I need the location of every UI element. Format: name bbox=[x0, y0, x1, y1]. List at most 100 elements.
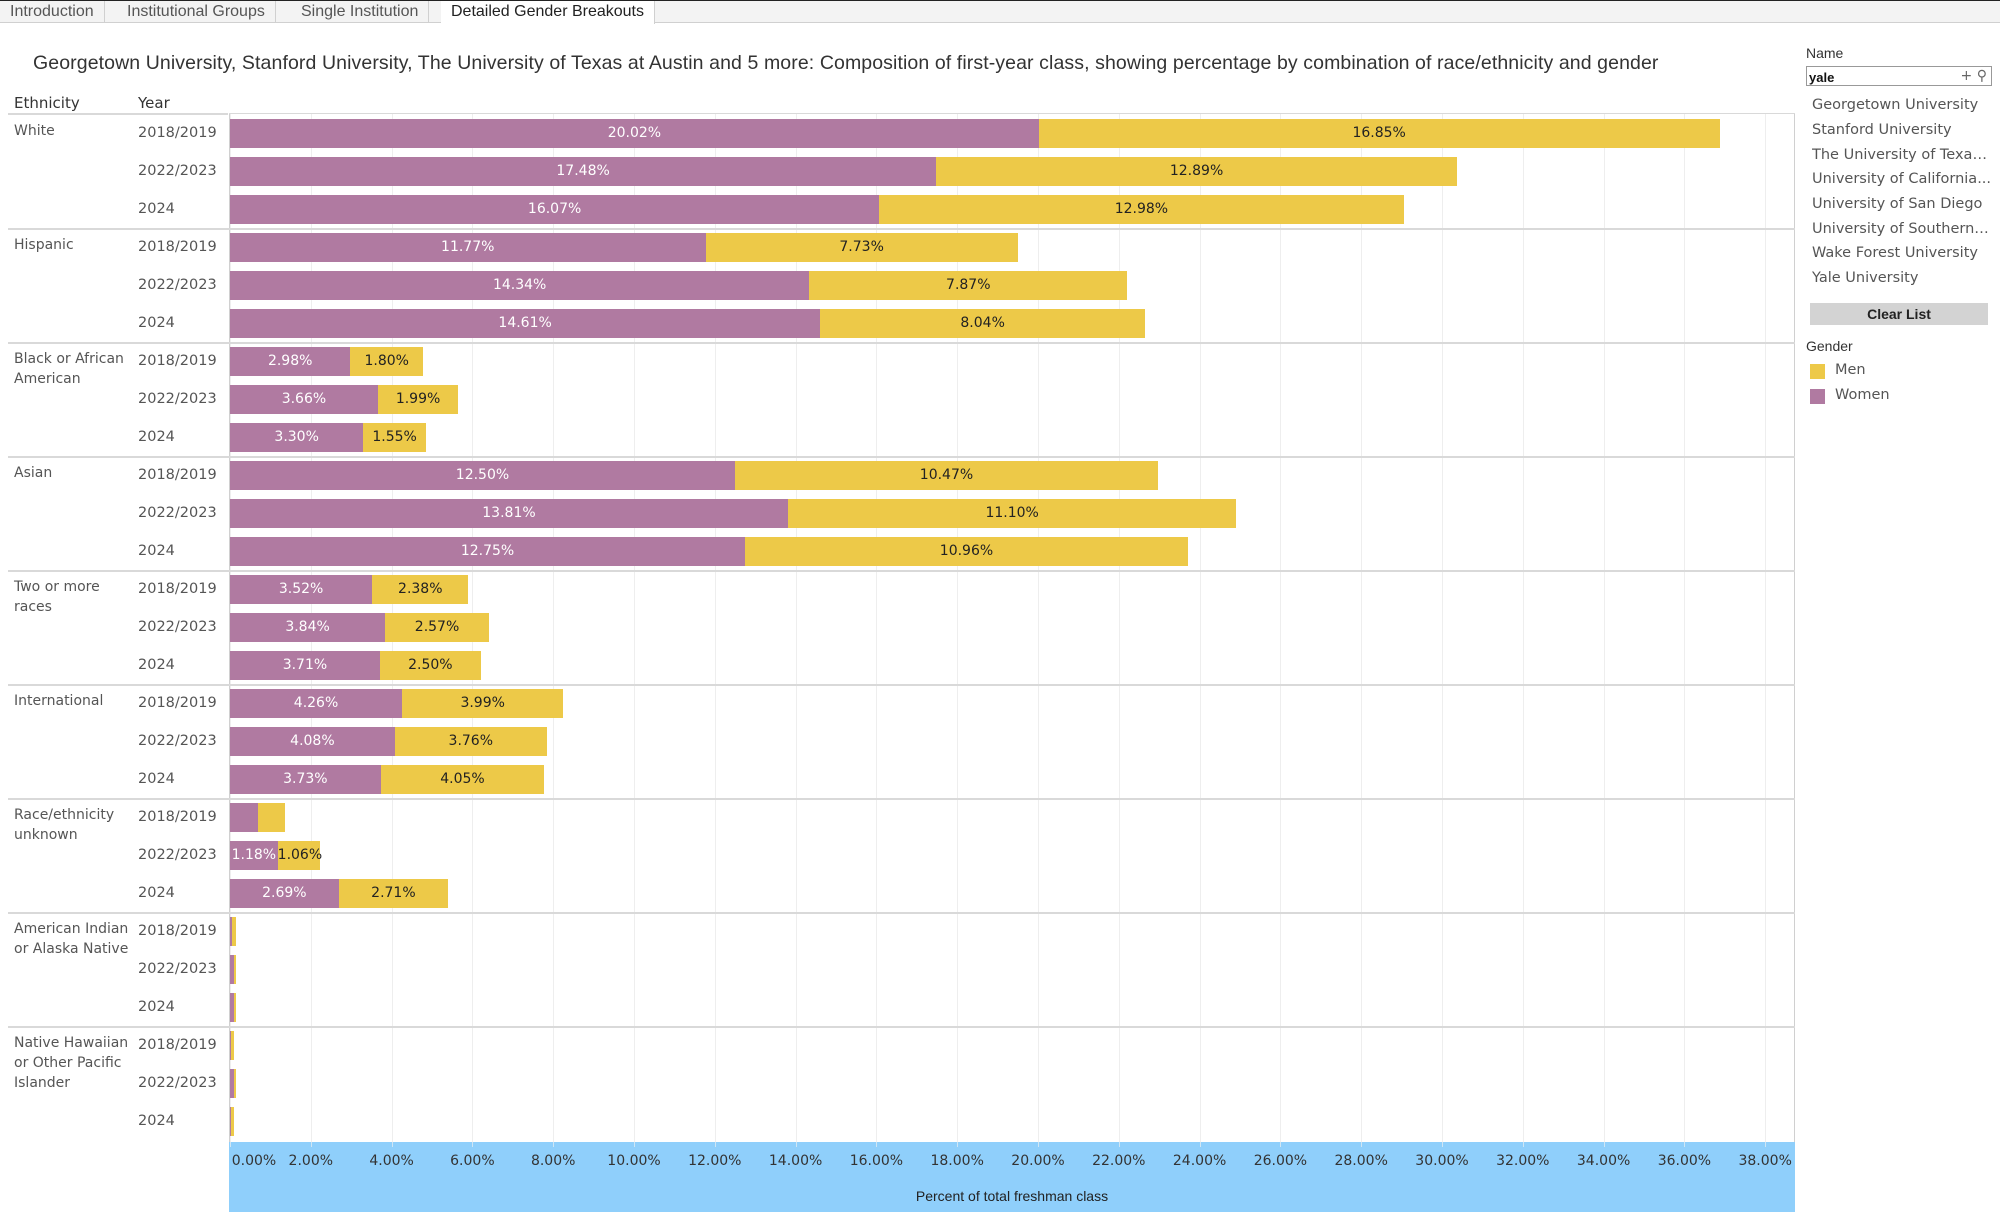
bar-women[interactable] bbox=[230, 1069, 235, 1098]
bar-women[interactable] bbox=[230, 841, 278, 870]
bar-label-men: 2.50% bbox=[408, 657, 453, 673]
axis-tick bbox=[876, 1142, 878, 1147]
bar-men[interactable] bbox=[377, 385, 459, 414]
search-icon[interactable]: ⚲ bbox=[1976, 68, 1987, 84]
bar-women[interactable] bbox=[230, 347, 351, 376]
bar-women[interactable] bbox=[230, 1031, 232, 1060]
tab-detailed-gender-breakouts[interactable]: Detailed Gender Breakouts bbox=[441, 1, 655, 24]
bar-women[interactable] bbox=[230, 727, 395, 756]
bar-men[interactable] bbox=[394, 727, 547, 756]
bar-men[interactable] bbox=[820, 309, 1146, 338]
axis-tick bbox=[1038, 1142, 1039, 1147]
bar-women[interactable] bbox=[230, 575, 373, 604]
axis-tick bbox=[714, 1142, 716, 1147]
bar-label-women: 16.07% bbox=[527, 201, 582, 217]
bar-women[interactable] bbox=[230, 651, 380, 680]
bar-label-men: 1.80% bbox=[364, 353, 409, 369]
bar-men[interactable] bbox=[277, 841, 321, 870]
tab-bar: Introduction Institutional Groups Single… bbox=[0, 0, 2000, 24]
bar-women[interactable] bbox=[230, 955, 235, 984]
name-filter-title: Name bbox=[1806, 45, 1844, 61]
bar-women[interactable] bbox=[230, 157, 937, 186]
bar-women[interactable] bbox=[230, 803, 259, 832]
gridline bbox=[1684, 114, 1686, 1142]
year-label: 2024 bbox=[138, 429, 175, 445]
bar-men[interactable] bbox=[372, 575, 469, 604]
year-label: 2018/2019 bbox=[138, 239, 217, 255]
axis-tick-label: 14.00% bbox=[768, 1153, 823, 1169]
bar-men[interactable] bbox=[231, 1031, 234, 1060]
bar-men[interactable] bbox=[936, 157, 1457, 186]
bar-men[interactable] bbox=[809, 271, 1128, 300]
bar-women[interactable] bbox=[230, 461, 735, 490]
bar-women[interactable] bbox=[230, 271, 810, 300]
bar-men[interactable] bbox=[379, 651, 481, 680]
name-search-input[interactable] bbox=[1807, 69, 1949, 86]
bar-men[interactable] bbox=[745, 537, 1188, 566]
bar-men[interactable] bbox=[735, 461, 1158, 490]
bar-women[interactable] bbox=[230, 423, 364, 452]
bar-men[interactable] bbox=[363, 423, 426, 452]
bar-women[interactable] bbox=[230, 1107, 232, 1136]
name-list-item[interactable]: University of San Diego bbox=[1812, 196, 1983, 212]
bar-label-women: 3.71% bbox=[282, 657, 328, 673]
bar-women[interactable] bbox=[230, 765, 381, 794]
name-list-item[interactable]: Yale University bbox=[1812, 270, 1919, 286]
tab-introduction[interactable]: Introduction bbox=[0, 1, 105, 23]
axis-tick-label: 2.00% bbox=[288, 1153, 334, 1169]
name-list-item[interactable]: University of California... bbox=[1812, 171, 1992, 187]
name-list-item[interactable]: Stanford University bbox=[1812, 122, 1952, 138]
year-label: 2022/2023 bbox=[138, 961, 217, 977]
bar-women[interactable] bbox=[230, 385, 378, 414]
bar-men[interactable] bbox=[338, 879, 449, 908]
bar-women[interactable] bbox=[230, 233, 706, 262]
axis-tick bbox=[472, 1142, 474, 1147]
x-axis-title: Percent of total freshman class bbox=[915, 1188, 1109, 1204]
ethnicity-label: Black or African American bbox=[14, 351, 124, 387]
name-list-item[interactable]: The University of Texas... bbox=[1812, 147, 1992, 163]
gridline bbox=[553, 114, 555, 1142]
bar-men[interactable] bbox=[402, 689, 564, 718]
bar-men[interactable] bbox=[879, 195, 1404, 224]
bar-men[interactable] bbox=[1038, 119, 1720, 148]
bar-label-women: 11.77% bbox=[441, 239, 495, 255]
bar-men[interactable] bbox=[232, 917, 237, 946]
bar-men[interactable] bbox=[705, 233, 1018, 262]
bar-women[interactable] bbox=[230, 309, 821, 338]
bar-men[interactable] bbox=[231, 1107, 235, 1136]
plus-icon[interactable]: + bbox=[1960, 68, 1973, 84]
bar-women[interactable] bbox=[230, 917, 233, 946]
bar-women[interactable] bbox=[230, 537, 746, 566]
name-search-box[interactable]: + ⚲ bbox=[1806, 66, 1992, 86]
year-label: 2024 bbox=[138, 543, 175, 559]
axis-tick bbox=[310, 1142, 312, 1147]
bar-women[interactable] bbox=[230, 879, 339, 908]
bar-label-women: 17.48% bbox=[556, 163, 610, 179]
bar-label-women: 3.52% bbox=[278, 581, 324, 597]
bar-men[interactable] bbox=[258, 803, 286, 832]
gridline bbox=[957, 114, 959, 1142]
bar-label-men: 2.71% bbox=[371, 885, 416, 901]
name-list-item[interactable]: University of Southern ... bbox=[1812, 221, 1992, 237]
bar-men[interactable] bbox=[234, 993, 237, 1022]
bar-women[interactable] bbox=[230, 689, 403, 718]
bar-men[interactable] bbox=[385, 613, 489, 642]
bar-women[interactable] bbox=[230, 195, 880, 224]
tab-institutional-groups[interactable]: Institutional Groups bbox=[117, 1, 276, 23]
bar-men[interactable] bbox=[787, 499, 1237, 528]
bar-label-women: 4.26% bbox=[293, 695, 339, 711]
bar-men[interactable] bbox=[380, 765, 545, 794]
bar-men[interactable] bbox=[234, 1069, 237, 1098]
bar-men[interactable] bbox=[350, 347, 424, 376]
ethnicity-label: Native Hawaiian or Other Pacific Islande… bbox=[14, 1035, 129, 1091]
bar-men[interactable] bbox=[234, 955, 237, 984]
bar-women[interactable] bbox=[230, 119, 1039, 148]
bar-women[interactable] bbox=[230, 499, 788, 528]
clear-list-button[interactable]: Clear List bbox=[1810, 303, 1988, 325]
tab-single-institution[interactable]: Single Institution bbox=[291, 1, 430, 23]
name-list-item[interactable]: Wake Forest University bbox=[1812, 245, 1978, 261]
gridline bbox=[1361, 114, 1363, 1142]
bar-women[interactable] bbox=[230, 993, 235, 1022]
bar-women[interactable] bbox=[230, 613, 386, 642]
name-list-item[interactable]: Georgetown University bbox=[1812, 97, 1979, 113]
